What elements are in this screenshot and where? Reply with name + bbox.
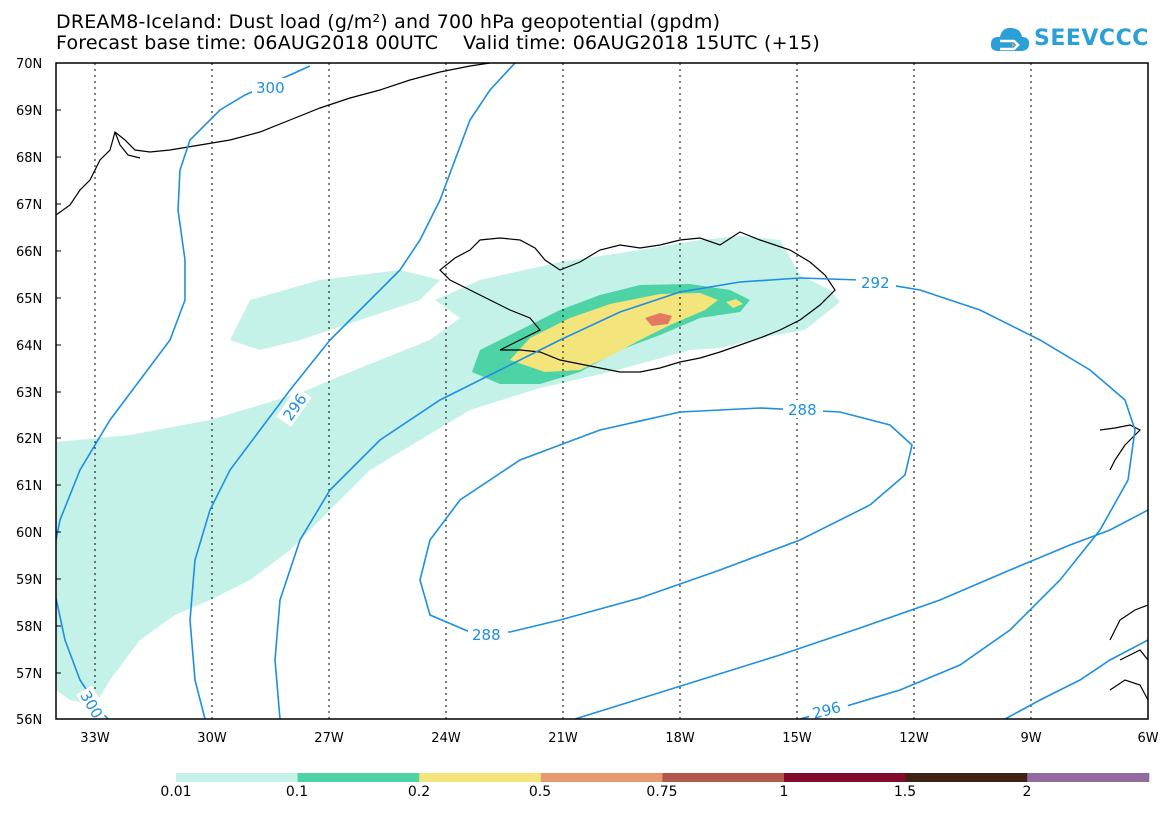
logo-text: SEEVCCC [1034, 25, 1149, 51]
lat-label: 59N [16, 573, 42, 588]
colorbar-label: 0.1 [285, 784, 309, 800]
coast-scotland [1099, 424, 1142, 471]
dust-region-west [230, 270, 440, 350]
seevccc-logo: SEEVCCC [990, 18, 1149, 58]
coast-iceland [439, 231, 836, 373]
lon-label: 33W [80, 731, 110, 746]
lat-label: 68N [16, 151, 42, 166]
colorbar-swatch [662, 773, 785, 782]
graticule [94, 63, 1032, 719]
coastlines [56, 63, 1148, 701]
colorbar-label: 2 [1022, 784, 1032, 800]
colorbar-swatch [540, 773, 663, 782]
colorbar-swatch [419, 773, 542, 782]
contour-288 [419, 407, 913, 633]
contour-300-c [1004, 639, 1148, 719]
dust-region-light [56, 236, 840, 705]
lat-label: 61N [16, 479, 42, 494]
lat-label: 58N [16, 620, 42, 635]
contour-300-a [56, 65, 311, 541]
contour-304 [1000, 560, 1148, 719]
lon-label: 15W [782, 731, 812, 746]
lat-label: 63N [16, 386, 42, 401]
geopotential-contours [56, 63, 1148, 719]
lon-label: 21W [548, 731, 578, 746]
lat-label: 67N [16, 198, 42, 213]
map-frame [55, 62, 1149, 720]
lat-label: 56N [16, 713, 42, 728]
coast-uk [1109, 604, 1148, 701]
map-title: DREAM8-Iceland: Dust load (g/m²) and 700… [56, 11, 721, 33]
colorbar-label: 1.5 [893, 784, 917, 800]
lat-label: 70N [16, 57, 42, 72]
dust-region-small [726, 299, 743, 308]
dust-region-02 [510, 293, 718, 372]
lat-label: 60N [16, 526, 42, 541]
lat-label: 69N [16, 104, 42, 119]
lat-label: 62N [16, 432, 42, 447]
contour-label-288-top: 288 [788, 401, 817, 419]
ticks [56, 62, 61, 674]
coast-greenland [56, 63, 491, 216]
contour-label-300-top: 300 [256, 79, 285, 97]
lon-label: 12W [899, 731, 929, 746]
colorbar-label: 0.75 [646, 784, 678, 800]
colorbar-swatch [784, 773, 907, 782]
contour-296 [189, 63, 516, 719]
colorbar-swatch [297, 773, 420, 782]
lat-label: 66N [16, 245, 42, 260]
lon-label: 18W [665, 731, 695, 746]
contour-label-288-bottom: 288 [472, 626, 501, 644]
lat-label: 64N [16, 339, 42, 354]
contour-label-292: 292 [861, 274, 890, 292]
colorbar-label: 0.01 [160, 784, 192, 800]
lon-label: 27W [314, 731, 344, 746]
colorbar-label: 1 [779, 784, 789, 800]
dust-region-075 [645, 313, 672, 326]
cloud-icon [990, 27, 1030, 51]
contour-296-b [574, 509, 1148, 719]
lon-label: 30W [197, 731, 227, 746]
colorbar-swatch [176, 773, 299, 782]
lon-label: 6W [1137, 731, 1158, 746]
colorbar-label: 0.2 [407, 784, 431, 800]
map-subtitle: Forecast base time: 06AUG2018 00UTC Vali… [56, 32, 820, 54]
colorbar-swatch [905, 773, 1028, 782]
lat-label: 57N [16, 667, 42, 682]
longitude-labels: 33W 30W 27W 24W 21W 18W 15W 12W 9W 6W [80, 731, 1158, 746]
colorbar-swatch [1027, 773, 1150, 782]
lon-label: 9W [1020, 731, 1041, 746]
lon-label: 24W [431, 731, 461, 746]
coast-greenland-2 [114, 131, 141, 159]
colorbar [176, 773, 1150, 782]
colorbar-label: 0.5 [528, 784, 552, 800]
lat-label: 65N [16, 292, 42, 307]
latitude-labels: 70N 69N 68N 67N 66N 65N 64N 63N 62N 61N … [16, 57, 42, 728]
